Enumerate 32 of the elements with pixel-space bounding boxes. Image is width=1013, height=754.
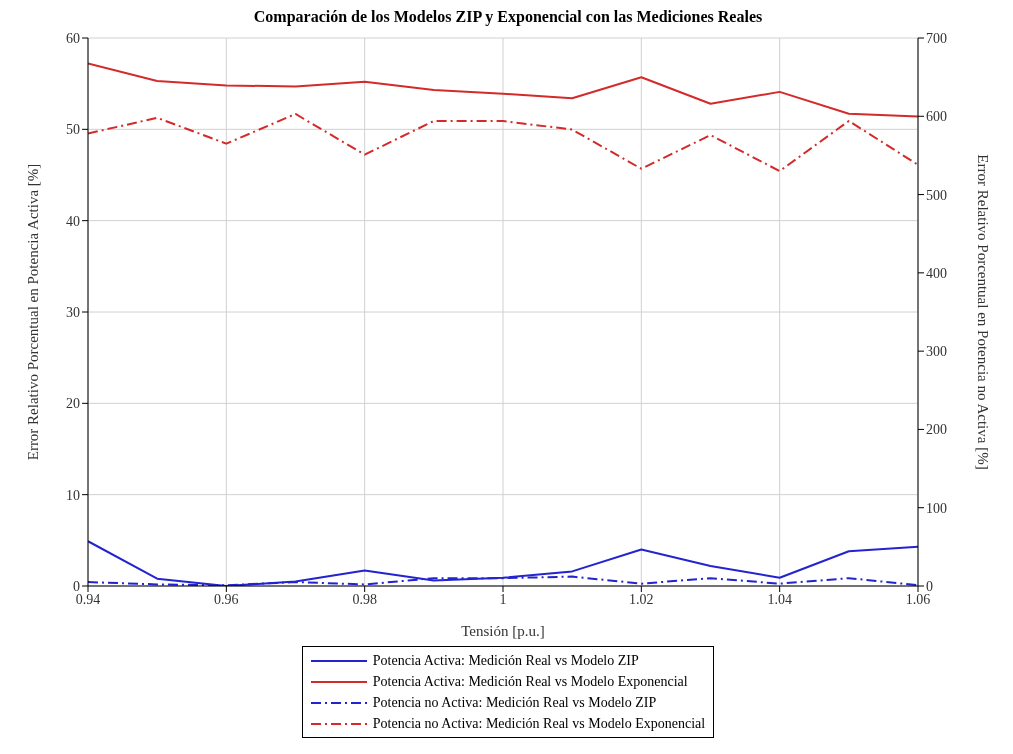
line-series xyxy=(88,112,918,173)
legend-label: Potencia no Activa: Medición Real vs Modelo ZIP xyxy=(372,694,657,711)
y2-tick-label: 600 xyxy=(926,109,947,125)
y2-tick-label: 400 xyxy=(926,265,947,281)
y-axis-title: Error Relativo Porcentual en Potencia Activa [%] xyxy=(25,163,42,461)
y-tick-label: 50 xyxy=(66,122,80,138)
legend-label: Potencia Activa: Medición Real vs Modelo ZIP xyxy=(372,652,639,669)
legend-label: Potencia no Activa: Medición Real vs Modelo Exponencial xyxy=(372,715,706,732)
y-tick-label: 60 xyxy=(66,30,80,46)
line-series xyxy=(88,62,918,118)
y2-tick-label: 700 xyxy=(926,30,947,46)
x-tick-label: 1.02 xyxy=(629,591,654,607)
y-tick-label: 40 xyxy=(66,213,80,229)
x-tick-label: 0.98 xyxy=(352,591,377,607)
x-tick-label: 0.94 xyxy=(75,591,101,607)
y-tick-label: 20 xyxy=(66,396,80,412)
y2-tick-label: 0 xyxy=(926,578,933,594)
y-tick-label: 30 xyxy=(66,304,80,320)
x-tick-label: 1.06 xyxy=(905,591,931,607)
y-tick-label: 10 xyxy=(66,487,80,503)
chart-title: Comparación de los Modelos ZIP y Exponencial con las Mediciones Reales xyxy=(252,8,764,28)
x-tick-label: 0.96 xyxy=(214,591,239,607)
legend-label: Potencia Activa: Medición Real vs Modelo Exponencial xyxy=(372,673,688,690)
x-tick-label: 1.04 xyxy=(767,591,792,607)
y-tick-label: 0 xyxy=(73,578,80,594)
y2-tick-label: 200 xyxy=(926,422,947,438)
y2-tick-label: 500 xyxy=(926,187,947,203)
y2-tick-label: 100 xyxy=(926,500,947,516)
y2-tick-label: 300 xyxy=(926,344,947,360)
x-axis-title: Tensión [p.u.] xyxy=(461,623,545,639)
x-tick-label: 1 xyxy=(499,591,507,607)
y2-axis-title: Error Relativo Porcentual en Potencia no Activa [%] xyxy=(974,154,991,470)
